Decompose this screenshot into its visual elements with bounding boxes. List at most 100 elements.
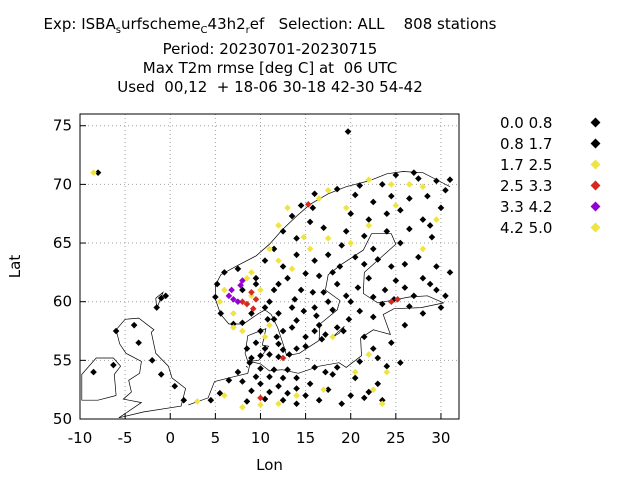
station-point xyxy=(261,345,269,352)
station-point xyxy=(351,374,359,382)
station-point xyxy=(388,339,395,347)
station-point xyxy=(442,292,449,300)
station-point xyxy=(378,396,386,404)
station-point xyxy=(239,319,246,327)
station-point xyxy=(148,357,156,364)
station-point xyxy=(315,272,323,280)
station-point xyxy=(351,191,359,199)
station-point xyxy=(279,327,287,335)
station-point xyxy=(225,292,233,300)
station-point xyxy=(252,339,260,347)
station-point xyxy=(275,353,282,361)
station-point xyxy=(397,359,404,366)
station-point xyxy=(293,385,300,392)
title-experiment: Exp: ISBAsurfschemeC43h2ref Selection: A… xyxy=(43,15,497,36)
station-point xyxy=(356,358,364,365)
station-point xyxy=(266,298,273,305)
station-point xyxy=(293,251,300,259)
station-point xyxy=(270,286,278,294)
station-point xyxy=(388,298,395,305)
station-point xyxy=(333,364,341,371)
legend: 0.0 0.8 0.8 1.7 1.7 2.5 2.5 3.3 3.3 4.2 … xyxy=(500,115,610,241)
station-point xyxy=(383,368,391,376)
station-point xyxy=(162,292,170,300)
coastline-segment xyxy=(115,317,186,419)
legend-swatch xyxy=(590,180,601,191)
station-point xyxy=(309,204,317,212)
station-point xyxy=(392,202,400,209)
station-point xyxy=(293,392,300,399)
coastline-segment xyxy=(245,365,248,368)
station-point xyxy=(446,176,454,183)
station-point xyxy=(406,195,413,202)
legend-swatch xyxy=(590,222,601,233)
station-point xyxy=(293,345,300,352)
coastline-segment xyxy=(188,302,444,406)
station-point xyxy=(426,280,434,288)
station-point xyxy=(351,368,359,376)
station-point xyxy=(424,192,431,200)
station-point xyxy=(157,371,165,378)
station-point xyxy=(252,296,260,303)
y-axis-label: Lat xyxy=(6,255,24,279)
station-point xyxy=(261,395,269,403)
x-tick-label: 15 xyxy=(296,429,315,447)
station-point xyxy=(392,277,400,284)
station-point xyxy=(239,298,246,305)
station-point xyxy=(369,293,377,301)
station-point xyxy=(329,306,336,314)
station-point xyxy=(90,368,97,376)
station-point xyxy=(419,310,427,317)
x-tick-label: 25 xyxy=(386,429,405,447)
title-used: Used 00,12 + 18-06 30-18 42-30 54-42 xyxy=(117,78,423,96)
station-point xyxy=(248,292,255,300)
station-point xyxy=(320,289,327,296)
station-point xyxy=(315,321,323,329)
station-point xyxy=(239,277,246,284)
legend-swatch xyxy=(590,117,601,128)
legend-label: 3.3 4.2 xyxy=(500,198,553,216)
station-point xyxy=(266,373,273,381)
x-tick-label: 30 xyxy=(431,429,450,447)
station-point xyxy=(239,378,246,385)
station-point xyxy=(94,169,102,176)
station-point xyxy=(216,389,224,397)
station-point xyxy=(378,400,386,408)
station-point xyxy=(239,286,246,294)
station-point xyxy=(216,298,224,305)
station-point xyxy=(433,177,440,185)
station-point xyxy=(230,310,237,317)
station-point xyxy=(243,345,251,352)
station-point xyxy=(388,181,395,188)
station-point xyxy=(217,310,225,317)
station-point xyxy=(324,386,332,393)
station-point xyxy=(322,368,329,376)
station-point xyxy=(221,286,228,294)
station-point xyxy=(257,394,264,402)
station-point xyxy=(213,280,221,288)
station-point xyxy=(340,327,347,335)
station-point xyxy=(360,333,368,341)
station-point xyxy=(410,292,418,300)
station-point xyxy=(275,400,282,408)
title-metric: Max T2m rmse [deg C] at 06 UTC xyxy=(142,59,398,77)
station-point xyxy=(322,331,329,338)
station-point xyxy=(442,186,449,194)
station-point xyxy=(275,257,282,264)
station-point xyxy=(369,345,377,352)
station-point xyxy=(401,284,409,291)
station-point xyxy=(311,327,318,335)
station-point xyxy=(275,222,282,229)
station-point xyxy=(239,403,246,411)
station-point xyxy=(130,321,138,329)
station-point xyxy=(284,366,291,374)
station-point xyxy=(419,216,427,223)
station-point xyxy=(392,171,400,179)
data-points xyxy=(90,128,454,411)
station-point xyxy=(347,210,355,218)
station-point xyxy=(378,300,386,308)
station-point xyxy=(360,260,368,268)
x-tick-label: 5 xyxy=(211,429,221,447)
station-point xyxy=(252,280,260,288)
station-point xyxy=(369,245,377,253)
